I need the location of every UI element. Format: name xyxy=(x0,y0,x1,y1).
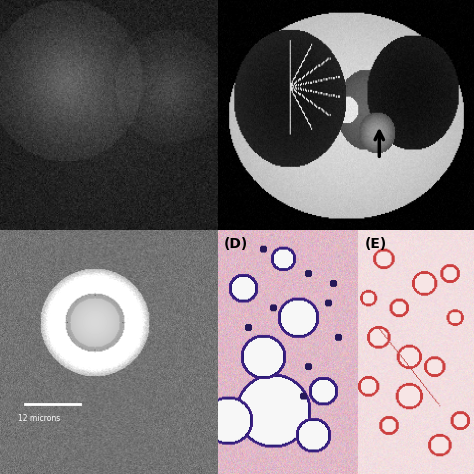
Text: (B): (B) xyxy=(226,7,249,21)
Text: (D): (D) xyxy=(224,237,248,251)
Text: (E): (E) xyxy=(365,237,387,251)
Text: 12 microns: 12 microns xyxy=(18,414,61,423)
